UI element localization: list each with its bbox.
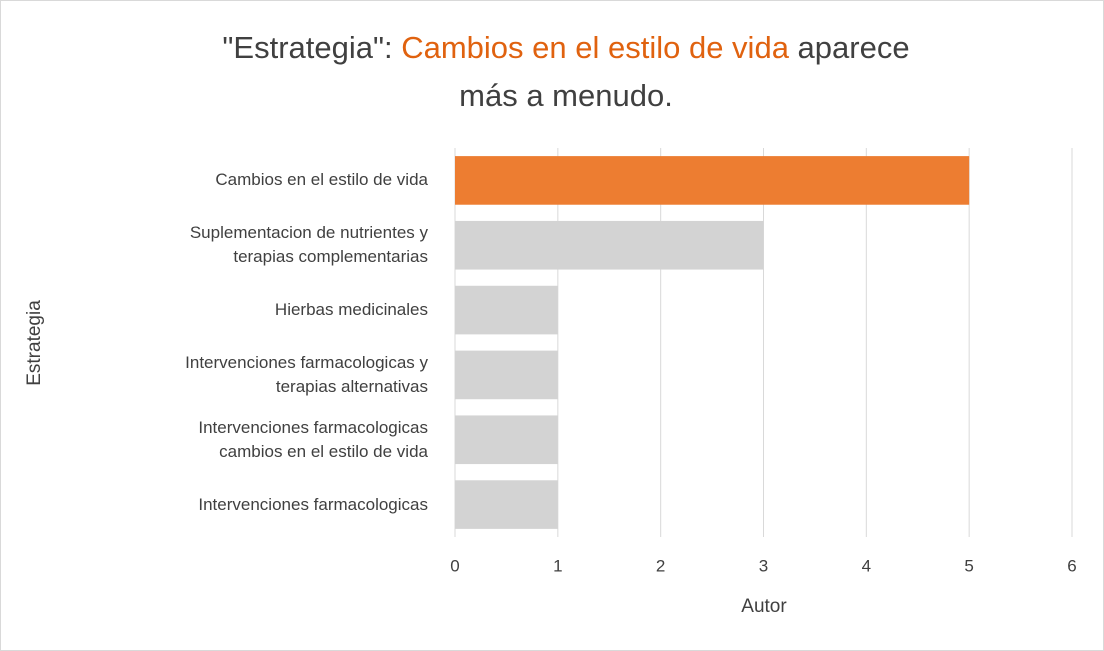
x-tick-label: 6 [1067, 556, 1076, 575]
x-tick-label: 3 [759, 556, 768, 575]
y-tick-label: Intervenciones farmacologicas y terapias… [185, 352, 428, 396]
title-part: aparece [789, 30, 910, 65]
y-tick-label: Cambios en el estilo de vida [215, 170, 428, 190]
title-part: "Estrategia": [222, 30, 401, 65]
bar [455, 156, 970, 205]
x-tick-label: 0 [450, 556, 459, 575]
y-tick-label: Intervenciones farmacologicas cambios en… [198, 417, 428, 461]
y-tick-label: Hierbas medicinales [274, 300, 428, 320]
x-tick-label: 2 [656, 556, 665, 575]
chart-title: "Estrategia": Cambios en el estilo de vi… [222, 30, 909, 65]
bar [455, 480, 558, 529]
x-tick-label: 5 [964, 556, 973, 575]
x-tick-label: 1 [553, 556, 562, 575]
chart-title-line2: más a menudo. [459, 78, 673, 113]
y-tick-label: Suplementacion de nutrientes y terapias … [189, 223, 428, 267]
x-tick-label: 4 [862, 556, 871, 575]
bar [455, 220, 764, 270]
y-tick-label: Intervenciones farmacologicas [198, 494, 428, 514]
y-axis-title: Estrategia [24, 300, 45, 386]
bar [455, 285, 558, 335]
title-highlight: Cambios en el estilo de vida [401, 30, 789, 65]
bar [455, 415, 558, 465]
x-axis-title: Autor [741, 596, 787, 617]
bar [455, 350, 558, 400]
